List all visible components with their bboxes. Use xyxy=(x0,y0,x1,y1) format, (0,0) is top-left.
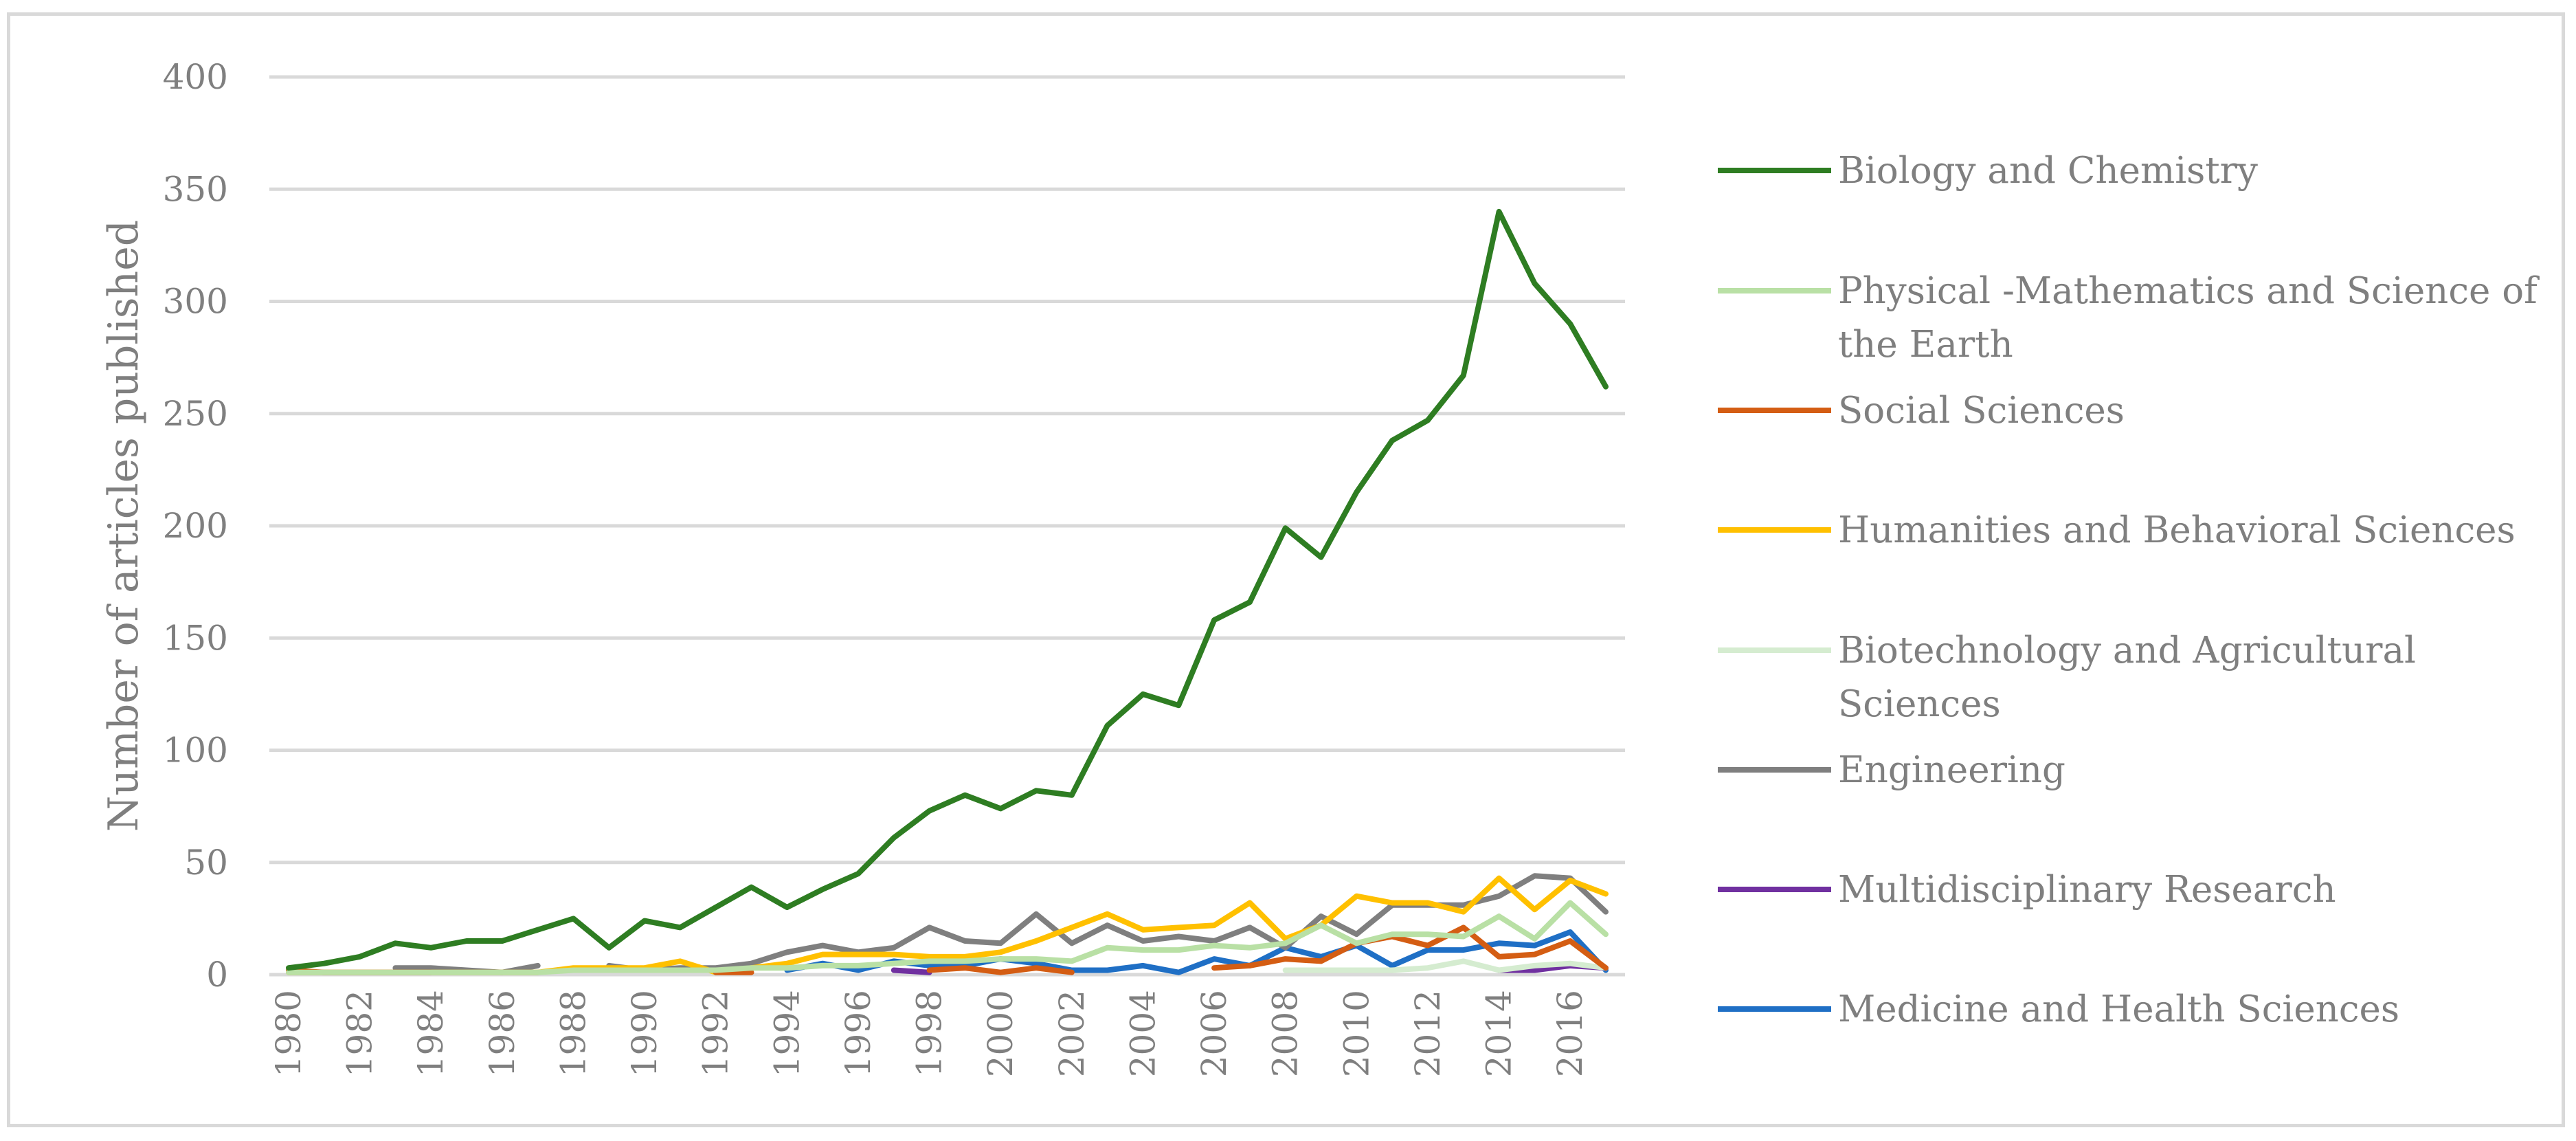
legend-label-2: Social Sciences xyxy=(1838,390,2125,432)
x-tick-label: 1980 xyxy=(269,990,309,1077)
legend-label-1: Physical -Mathematics and Science of the … xyxy=(1838,270,2540,366)
series-line-7 xyxy=(784,929,1609,975)
x-tick-label: 2014 xyxy=(1479,990,1519,1077)
series-line-1 xyxy=(286,900,1609,975)
gridlines xyxy=(269,75,1625,977)
y-axis-ticks: 0 50 100 150 200 250 300 350 400 xyxy=(163,57,228,995)
y-tick-label: 150 xyxy=(163,618,228,658)
y-tick-label: 100 xyxy=(163,731,228,771)
x-tick-label: 1982 xyxy=(340,990,380,1077)
x-tick-label: 1988 xyxy=(553,990,593,1077)
y-tick-label: 300 xyxy=(163,282,228,322)
legend-label-6: Multidisciplinary Research xyxy=(1838,869,2336,911)
x-tick-label: 1990 xyxy=(625,990,664,1077)
legend-label-5: Engineering xyxy=(1838,749,2065,791)
x-tick-label: 2010 xyxy=(1336,990,1376,1077)
legend-label-3: Humanities and Behavioral Sciences xyxy=(1838,509,2516,551)
legend: Biology and Chemistry Physical -Mathemati… xyxy=(1718,150,2540,1030)
legend-label-4: Biotechnology and Agricultural Sciences xyxy=(1838,630,2416,725)
series-line-4 xyxy=(1282,958,1609,973)
y-tick-label: 50 xyxy=(184,843,228,883)
x-tick-label: 2016 xyxy=(1550,990,1590,1077)
series-lines xyxy=(286,208,1609,975)
x-tick-label: 2008 xyxy=(1266,990,1306,1077)
x-tick-label: 2006 xyxy=(1194,990,1234,1077)
x-tick-label: 2004 xyxy=(1123,990,1163,1077)
legend-label-7: Medicine and Health Sciences xyxy=(1838,988,2399,1030)
x-tick-label: 1984 xyxy=(411,990,451,1077)
x-tick-label: 1996 xyxy=(838,990,878,1077)
x-tick-label: 2012 xyxy=(1408,990,1448,1077)
x-axis-ticks: 1980 1982 1984 1986 1988 1990 1992 1994 1996 1998… xyxy=(269,990,1590,1077)
y-tick-label: 200 xyxy=(163,506,228,546)
x-tick-label: 1994 xyxy=(767,990,807,1077)
x-tick-label: 1992 xyxy=(696,990,736,1077)
x-tick-label: 1998 xyxy=(910,990,950,1077)
x-tick-label: 2002 xyxy=(1052,990,1092,1077)
series-line-0 xyxy=(286,208,1609,971)
y-tick-label: 0 xyxy=(206,955,228,995)
y-tick-label: 250 xyxy=(163,394,228,434)
y-tick-label: 400 xyxy=(163,57,228,97)
y-tick-label: 350 xyxy=(163,169,228,209)
x-tick-label: 1986 xyxy=(482,990,522,1077)
x-tick-label: 2000 xyxy=(981,990,1020,1077)
legend-label-0: Biology and Chemistry xyxy=(1838,150,2258,192)
y-axis-title: Number of articles published xyxy=(100,220,148,832)
